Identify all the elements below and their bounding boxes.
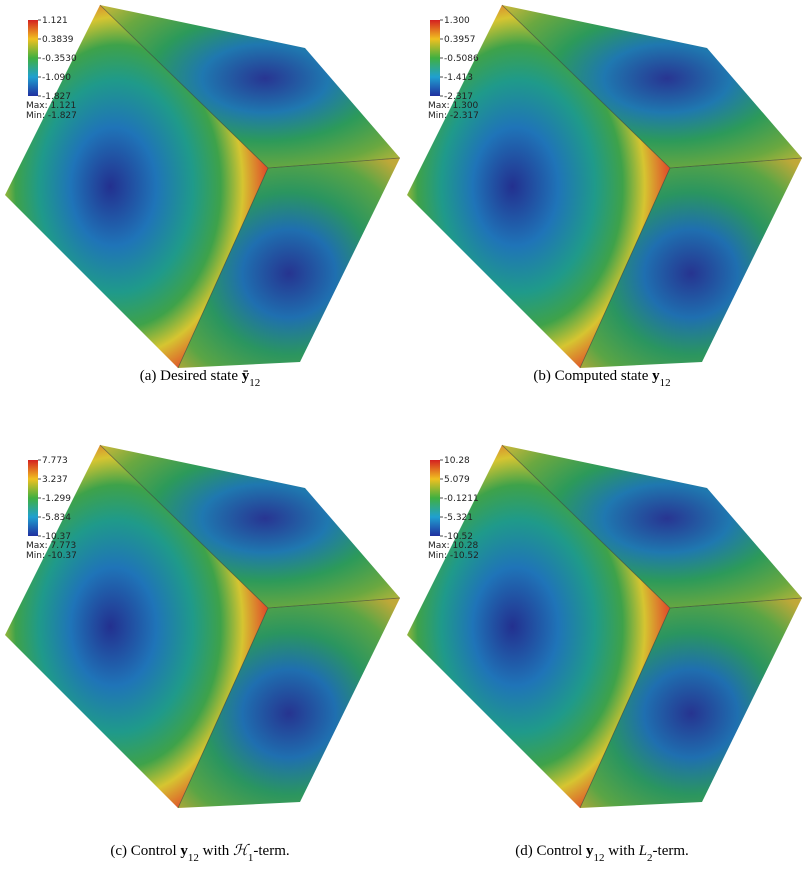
colorbar-label: 1.121 [42,16,68,26]
colorbar-label: -0.5086 [444,54,479,64]
max-label: Max: 7.773 [26,541,76,551]
figure: 1.1210.3839-0.3530-1.090-1.827Max: 1.121… [0,0,804,873]
caption-part: with [605,843,639,859]
caption-part: 12 [594,852,605,864]
colorbar-label: -5.834 [42,513,71,523]
colorbar-label: -5.321 [444,513,473,523]
caption: (b) Computed state y12 [533,368,670,389]
colorbar [28,460,38,536]
caption-part: with [199,843,233,859]
caption-part: L [638,843,647,859]
colorbar-label: -1.413 [444,73,473,83]
min-label: Min: -10.52 [428,551,479,561]
colorbar-label: -0.3530 [42,54,77,64]
max-label: Max: 1.121 [26,101,76,111]
caption-part: 12 [249,377,260,389]
caption-part: (d) Control [515,843,586,859]
caption-part: (a) Desired state [140,368,242,384]
colorbar-label: 1.300 [444,16,470,26]
caption-part: (b) Computed state [533,368,652,384]
max-label: Max: 10.28 [428,541,479,551]
min-label: Min: -1.827 [26,111,77,121]
caption-part: 12 [660,377,671,389]
colorbar-label: 10.28 [444,456,470,466]
caption: (d) Control y12 with L2-term. [515,843,689,864]
colorbar-label: -1.299 [42,494,71,504]
caption-part: -term. [253,843,289,859]
colorbar-label: 5.079 [444,475,470,485]
colorbar [430,20,440,96]
colorbar-label: 0.3839 [42,35,74,45]
min-label: Min: -10.37 [26,551,77,561]
caption: (a) Desired state ȳ12 [140,368,261,389]
min-label: Min: -2.317 [428,111,479,121]
colorbar-label: 0.3957 [444,35,476,45]
caption-part: 12 [188,852,199,864]
colorbar-label: 7.773 [42,456,68,466]
colorbar [430,460,440,536]
max-label: Max: 1.300 [428,101,479,111]
colorbar-label: 3.237 [42,475,68,485]
caption-part: (c) Control [110,843,180,859]
colorbar-label: -1.090 [42,73,71,83]
colorbar-label: -0.1211 [444,494,479,504]
caption: (c) Control y12 with ℋ1-term. [110,843,289,864]
caption-part: -term. [653,843,689,859]
colorbar [28,20,38,96]
